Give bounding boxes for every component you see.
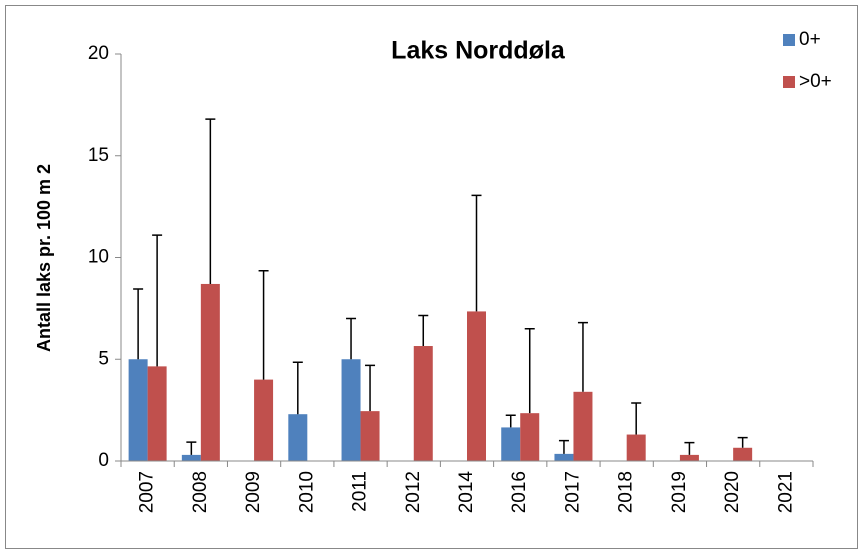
bar xyxy=(573,391,593,461)
bar xyxy=(360,411,380,461)
error-bar xyxy=(186,441,197,455)
bar xyxy=(200,283,220,461)
y-tick-label: 15 xyxy=(88,145,109,166)
error-bar xyxy=(152,234,163,367)
error-bar xyxy=(471,194,482,312)
x-tick-label: 2017 xyxy=(562,471,583,513)
error-bar xyxy=(292,361,303,415)
error-bar xyxy=(258,269,269,380)
bar xyxy=(413,346,433,461)
bar xyxy=(626,434,646,461)
x-tick-label: 2008 xyxy=(190,471,211,513)
error-bar xyxy=(577,321,588,392)
legend-swatch xyxy=(783,34,795,46)
error-bar xyxy=(205,118,216,284)
chart-title: Laks Norddøla xyxy=(391,37,566,65)
x-tick-label: 2016 xyxy=(509,471,530,513)
legend-swatch xyxy=(783,76,795,88)
error-bar xyxy=(133,288,144,360)
bar xyxy=(554,453,574,461)
error-bar xyxy=(505,414,516,428)
legend-label: 0+ xyxy=(799,29,821,50)
x-tick-label: 2014 xyxy=(456,471,477,514)
y-axis-label: Antall laks pr. 100 m 2 xyxy=(34,164,54,352)
bar xyxy=(679,454,699,461)
error-bar xyxy=(631,402,642,435)
bar xyxy=(254,379,274,461)
bar xyxy=(733,447,753,461)
bar xyxy=(467,311,486,461)
x-tick-label: 2021 xyxy=(775,471,796,513)
error-bar xyxy=(524,327,535,414)
bar xyxy=(128,359,148,461)
x-tick-label: 2019 xyxy=(669,471,690,513)
error-bar xyxy=(684,441,695,455)
error-bar xyxy=(558,439,569,454)
error-bar xyxy=(737,436,748,448)
y-tick-label: 0 xyxy=(98,450,109,471)
x-tick-label: 2009 xyxy=(243,471,264,513)
bar xyxy=(147,366,167,461)
x-tick-label: 2010 xyxy=(296,471,317,513)
x-tick-label: 2020 xyxy=(722,471,743,513)
bar xyxy=(520,413,540,461)
bar xyxy=(288,414,308,461)
x-tick-label: 2011 xyxy=(350,471,371,512)
y-tick-label: 5 xyxy=(98,348,109,369)
chart-frame xyxy=(5,5,858,549)
error-bar xyxy=(418,314,429,347)
error-bar xyxy=(365,364,376,412)
bar xyxy=(341,359,361,461)
bar xyxy=(181,454,201,461)
error-bar xyxy=(346,317,357,360)
x-tick-label: 2018 xyxy=(616,471,637,513)
y-tick-label: 20 xyxy=(88,43,109,64)
x-tick-label: 2012 xyxy=(403,471,424,513)
x-tick-label: 2007 xyxy=(137,471,158,513)
legend-label: >0+ xyxy=(799,71,832,92)
y-tick-label: 10 xyxy=(88,247,109,268)
bar xyxy=(501,427,521,461)
